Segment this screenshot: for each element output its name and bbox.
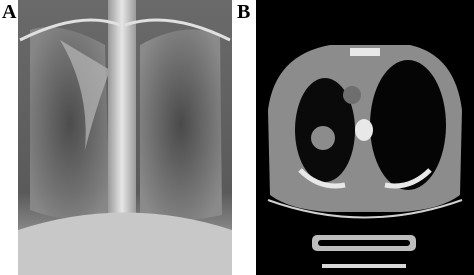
panel-label: A <box>2 1 17 23</box>
label-bg <box>0 0 18 24</box>
label-bg <box>234 0 256 24</box>
opacity <box>60 40 110 150</box>
sternum <box>350 48 380 56</box>
lung-left <box>140 29 222 220</box>
table-inner <box>318 240 410 246</box>
lung-left <box>370 60 446 190</box>
clavicle <box>124 18 231 42</box>
lesion <box>311 126 335 150</box>
panel-b: B <box>234 0 474 275</box>
vertebra <box>355 119 373 141</box>
clavicle <box>19 18 121 42</box>
panel-a: A <box>0 0 232 275</box>
panel-label: B <box>237 1 250 23</box>
diaphragm <box>18 212 232 275</box>
table-base <box>322 264 406 268</box>
table-line <box>267 199 463 219</box>
aorta <box>343 86 361 104</box>
ribs <box>298 168 432 189</box>
